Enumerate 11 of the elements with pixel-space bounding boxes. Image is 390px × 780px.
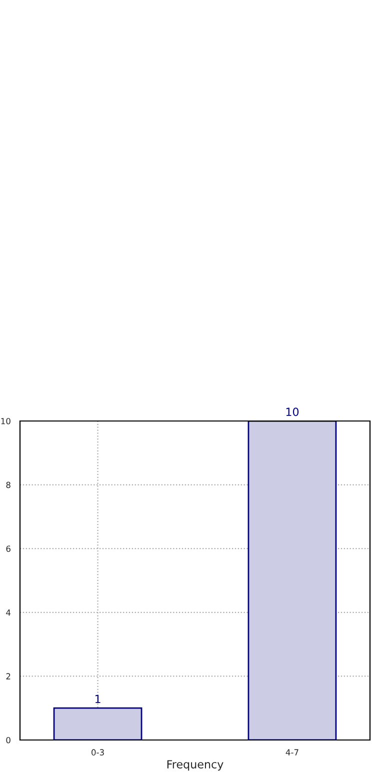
y-tick-label: 8 (6, 482, 10, 488)
y-tick-label: 6 (6, 546, 10, 552)
x-tick-label: 0-3 (92, 749, 104, 756)
x-tick-label: 4-7 (286, 749, 298, 756)
y-tick-label: 10 (1, 418, 10, 424)
data-label: 1 (95, 694, 100, 704)
data-label: 10 (286, 408, 299, 416)
x-axis-title: Frequency (167, 760, 224, 771)
y-tick-label: 4 (6, 609, 11, 616)
y-tick-label: 2 (6, 673, 10, 680)
y-tick-label: 0 (6, 736, 10, 744)
